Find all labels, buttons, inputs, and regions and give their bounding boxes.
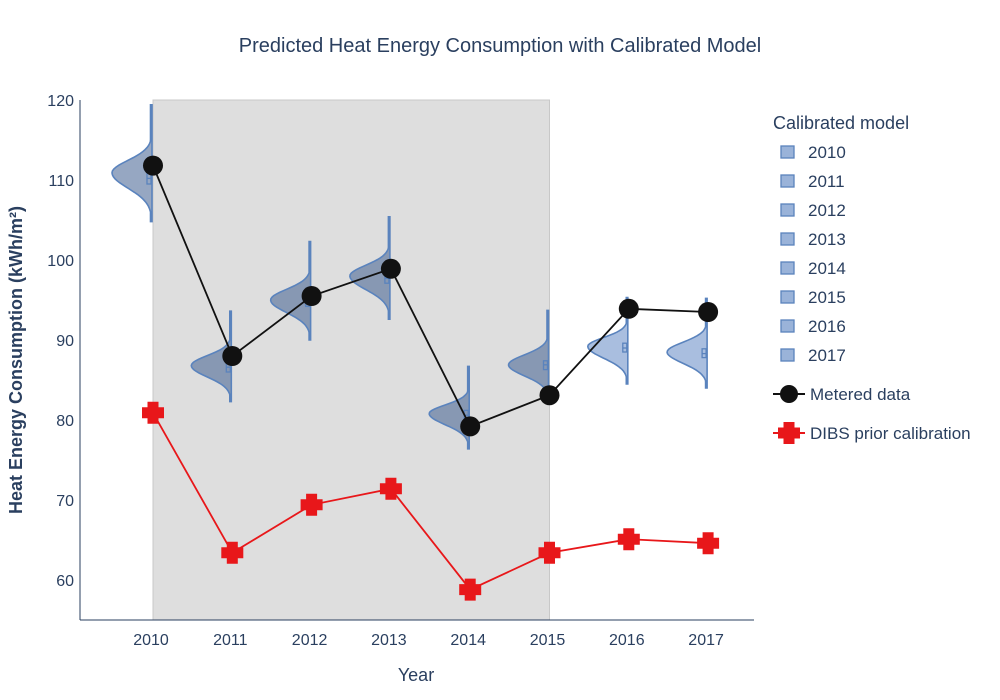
y-axis-title: Heat Energy Consumption (kWh/m²)	[6, 206, 26, 514]
data-point	[300, 493, 323, 516]
violin-2011	[190, 310, 233, 403]
legend-marker	[780, 385, 798, 403]
data-point	[301, 286, 322, 306]
y-tick-label: 60	[56, 573, 74, 590]
chart-title: Predicted Heat Energy Consumption with C…	[239, 35, 762, 57]
data-point	[538, 541, 561, 564]
data-point	[143, 155, 163, 176]
legend-label: 2017	[808, 346, 846, 365]
legend-label: Metered data	[810, 385, 911, 404]
legend-swatch	[780, 174, 795, 188]
legend-swatch	[780, 203, 795, 217]
legend-label: 2016	[808, 317, 846, 336]
series-line-1	[152, 412, 709, 591]
data-point	[380, 258, 401, 279]
x-axis-title: Year	[398, 665, 434, 685]
legend-marker	[778, 422, 800, 444]
axes	[79, 100, 754, 621]
y-tick-label: 100	[47, 253, 74, 270]
legend-label: 2014	[808, 259, 846, 278]
x-tick-label: 2010	[133, 632, 169, 649]
data-point	[221, 541, 244, 564]
data-point	[459, 578, 482, 601]
y-tick-label: 80	[56, 413, 74, 430]
legend-label: 2015	[808, 288, 846, 307]
data-point	[379, 477, 402, 500]
legend-swatch	[780, 290, 795, 304]
violin-2015	[507, 309, 550, 401]
data-point	[539, 385, 560, 406]
legend-label: DIBS prior calibration	[810, 424, 971, 443]
x-tick-label: 2015	[530, 632, 566, 649]
y-tick-label: 70	[56, 493, 74, 510]
y-tick-label: 120	[47, 93, 74, 110]
y-tick-label: 90	[56, 333, 74, 350]
x-tick-label: 2016	[609, 632, 645, 649]
y-tick-label: 110	[48, 173, 74, 190]
series-line-0	[152, 165, 709, 428]
legend-swatch	[780, 348, 795, 362]
violin-2012	[269, 240, 312, 341]
legend: Calibrated model 2010 2011 2012 2013 2014 201…	[773, 113, 971, 444]
violin-2013	[349, 216, 391, 320]
legend-swatch	[780, 232, 795, 246]
data-point	[697, 532, 720, 555]
data-point	[460, 416, 481, 437]
legend-label: 2013	[808, 230, 846, 249]
legend-label: 2012	[808, 201, 846, 220]
x-tick-label: 2011	[213, 632, 248, 649]
x-tick-labels: 2010 2011 2012 2013 2014 2015 2016 2017	[133, 632, 724, 649]
y-tick-labels: 60 70 80 90 100 110 120	[47, 93, 74, 590]
legend-swatch	[780, 261, 795, 275]
x-tick-label: 2013	[371, 632, 407, 649]
violin-2010	[111, 104, 153, 223]
x-tick-label: 2012	[292, 632, 328, 649]
violin-group	[111, 104, 708, 450]
legend-swatch	[780, 319, 795, 333]
data-point	[222, 346, 243, 366]
data-point	[698, 302, 719, 322]
data-point	[618, 298, 639, 319]
legend-label: 2010	[808, 143, 846, 162]
series-group	[142, 155, 720, 601]
legend-title: Calibrated model	[773, 113, 909, 133]
x-tick-label: 2014	[450, 632, 486, 649]
data-point	[142, 401, 164, 424]
data-point	[617, 528, 640, 551]
x-tick-label: 2017	[688, 632, 724, 649]
violin-2014	[428, 365, 470, 450]
legend-label: 2011	[808, 172, 845, 191]
legend-swatch	[780, 145, 795, 159]
